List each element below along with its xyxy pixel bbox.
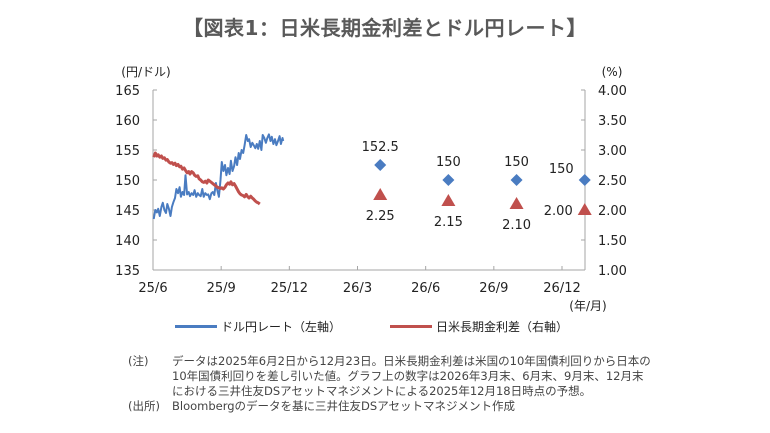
right-axis-tick-label: 2.00 xyxy=(598,204,627,219)
spread-forecast-label: 2.15 xyxy=(434,215,463,230)
x-axis-unit: (年/月) xyxy=(569,299,606,313)
note-key: (注) xyxy=(128,354,149,368)
right-axis-tick-label: 1.50 xyxy=(598,234,627,249)
usd-jpy-line xyxy=(152,133,285,220)
x-axis-tick-label: 26/6 xyxy=(411,281,440,296)
left-axis-tick-label: 160 xyxy=(115,114,140,129)
usd-jpy-forecast-marker xyxy=(510,174,523,186)
right-axis-tick-label: 4.00 xyxy=(598,84,627,99)
left-axis-tick-label: 135 xyxy=(115,264,140,279)
notes: (注) データは2025年6月2日から12月23日。日米長期金利差は米国の10年… xyxy=(128,354,652,414)
right-axis-tick-label: 3.00 xyxy=(598,144,627,159)
note-row: (注) データは2025年6月2日から12月23日。日米長期金利差は米国の10年… xyxy=(128,354,652,399)
x-axis-tick-label: 26/3 xyxy=(343,281,372,296)
axes: 135 140 145 150 155 160 165 1.00 1.50 2.00 2.50 3.0… xyxy=(115,65,627,313)
usd-jpy-forecast-label: 150 xyxy=(436,155,461,170)
legend-swatch-usd-jpy xyxy=(175,325,217,328)
right-axis-unit: (%) xyxy=(602,65,623,79)
legend-swatch-spread xyxy=(390,325,432,328)
right-axis-tick-label: 1.00 xyxy=(598,264,627,279)
chart-title: 【図表1：日米長期金利差とドル円レート】 xyxy=(183,16,587,40)
x-axis-tick-label: 25/12 xyxy=(271,281,308,296)
left-axis-tick-label: 150 xyxy=(115,174,140,189)
x-axis-tick-label: 26/12 xyxy=(543,281,580,296)
left-axis-tick-label: 145 xyxy=(115,204,140,219)
series-lines xyxy=(152,133,285,220)
x-axis-tick-label: 25/6 xyxy=(138,281,167,296)
left-axis-unit: (円/ドル) xyxy=(121,65,170,79)
usd-jpy-forecast-label: 150 xyxy=(504,155,529,170)
usd-jpy-forecast-marker xyxy=(578,174,591,186)
source-row: (出所) Bloombergのデータを基に三井住友DSアセットマネジメント作成 xyxy=(128,399,652,414)
left-axis-tick-label: 155 xyxy=(115,144,140,159)
chart: 135 140 145 150 155 160 165 1.00 1.50 2.00 2.50 3.0… xyxy=(115,65,627,313)
source-text: Bloombergのデータを基に三井住友DSアセットマネジメント作成 xyxy=(172,399,515,413)
x-axis-tick-label: 25/9 xyxy=(207,281,236,296)
spread-forecast-marker xyxy=(373,188,388,200)
forecast-markers: 152.5 2.25 150 2.15 150 2.10 150 2.00 xyxy=(362,140,592,233)
spread-forecast-label: 2.10 xyxy=(502,218,531,233)
usd-jpy-forecast-label: 152.5 xyxy=(362,140,399,155)
spread-line xyxy=(152,151,261,206)
note-text: データは2025年6月2日から12月23日。日米長期金利差は米国の10年国債利回… xyxy=(172,354,651,398)
usd-jpy-forecast-label: 150 xyxy=(549,162,574,177)
legend-label-usd-jpy: ドル円レート（左軸） xyxy=(221,320,342,334)
usd-jpy-forecast-marker xyxy=(374,159,387,171)
spread-forecast-label: 2.00 xyxy=(544,204,573,219)
left-axis-tick-label: 165 xyxy=(115,84,140,99)
spread-forecast-label: 2.25 xyxy=(366,209,395,224)
right-axis-tick-label: 2.50 xyxy=(598,174,627,189)
legend-label-spread: 日米長期金利差（右軸） xyxy=(436,320,569,334)
source-key: (出所) xyxy=(128,399,160,413)
legend-item-spread: 日米長期金利差（右軸） xyxy=(390,318,568,335)
left-axis-tick-label: 140 xyxy=(115,234,140,249)
x-axis-tick-label: 26/9 xyxy=(479,281,508,296)
spread-forecast-marker xyxy=(509,197,524,209)
usd-jpy-forecast-marker xyxy=(442,174,455,186)
spread-forecast-marker xyxy=(577,203,592,215)
legend-item-usd-jpy: ドル円レート（左軸） xyxy=(175,318,341,335)
spread-forecast-marker xyxy=(441,194,456,206)
right-axis-tick-label: 3.50 xyxy=(598,114,627,129)
